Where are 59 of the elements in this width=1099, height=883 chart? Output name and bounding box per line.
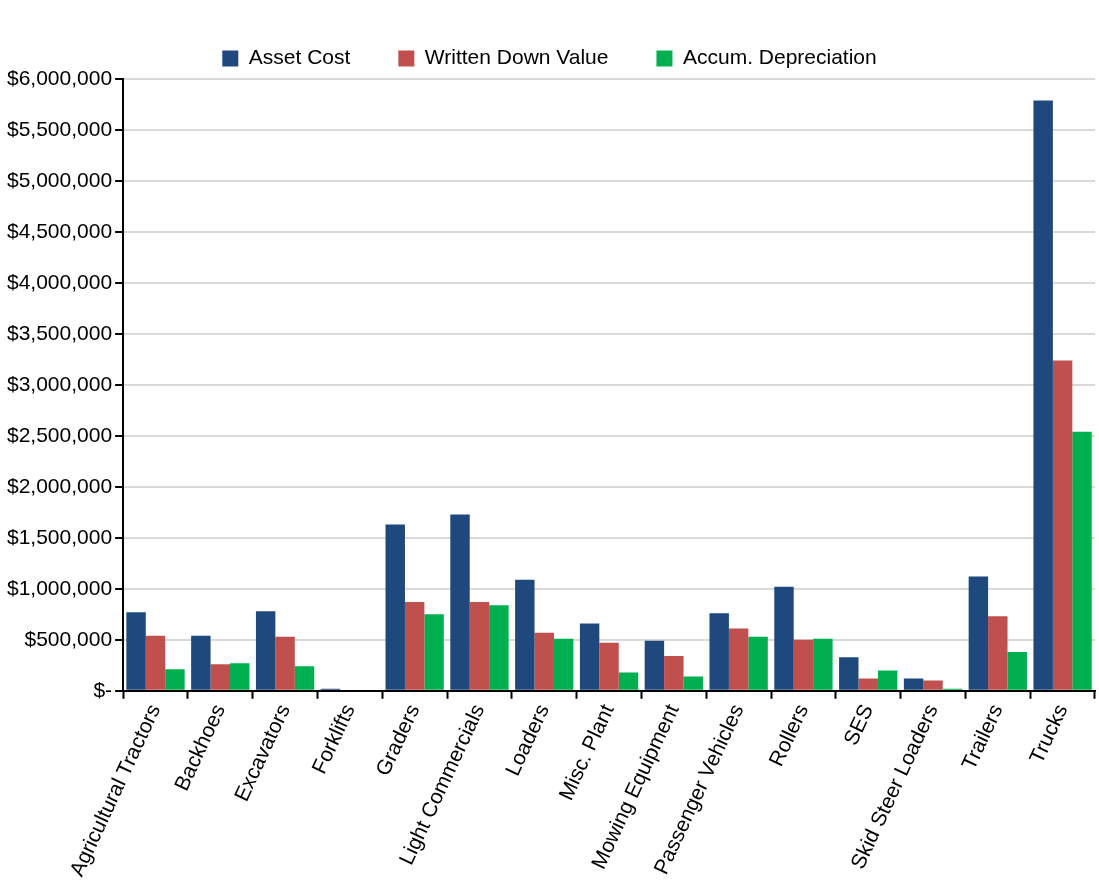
bar bbox=[683, 676, 703, 690]
bar bbox=[813, 638, 833, 690]
legend-label: Asset Cost bbox=[248, 45, 351, 69]
y-tick-label: $500,000 bbox=[24, 626, 113, 650]
bar bbox=[923, 680, 943, 690]
bar bbox=[145, 635, 166, 690]
bar bbox=[275, 636, 295, 690]
bar bbox=[748, 636, 768, 690]
y-tick-label: $2,000,000 bbox=[6, 473, 113, 497]
bar bbox=[534, 632, 554, 690]
bar bbox=[579, 623, 600, 690]
bar bbox=[450, 514, 470, 690]
bar bbox=[793, 639, 814, 690]
bar bbox=[839, 657, 859, 690]
y-tick-label: $- bbox=[93, 677, 113, 701]
y-tick-label: $6,000,000 bbox=[6, 65, 113, 89]
bar bbox=[1052, 360, 1073, 690]
bar bbox=[469, 602, 490, 690]
y-tick-label: $5,000,000 bbox=[6, 167, 113, 191]
bar bbox=[165, 669, 185, 690]
y-tick-label: $4,000,000 bbox=[6, 269, 113, 293]
bar bbox=[255, 611, 276, 690]
bar bbox=[728, 628, 749, 690]
bar bbox=[385, 524, 405, 690]
y-tick-label: $1,500,000 bbox=[6, 524, 113, 548]
y-tick-label: $4,500,000 bbox=[6, 218, 113, 242]
bar bbox=[424, 614, 444, 690]
y-tick-label: $1,000,000 bbox=[6, 575, 113, 599]
bar bbox=[988, 616, 1008, 690]
bar bbox=[1007, 652, 1027, 690]
bar bbox=[489, 605, 509, 690]
bar bbox=[644, 640, 665, 690]
bar bbox=[618, 672, 639, 690]
legend-label: Accum. Depreciation bbox=[682, 45, 877, 69]
bar bbox=[210, 664, 231, 690]
y-tick-label: $3,000,000 bbox=[6, 371, 113, 395]
bar bbox=[774, 586, 794, 690]
bar bbox=[404, 602, 425, 690]
y-tick-label: $5,500,000 bbox=[6, 116, 113, 140]
x-tick-label: Misc. Plant bbox=[553, 700, 618, 804]
bar bbox=[858, 678, 878, 690]
bar bbox=[599, 642, 619, 690]
bar bbox=[1033, 100, 1053, 690]
bar bbox=[664, 656, 684, 690]
bar bbox=[903, 678, 924, 690]
bar bbox=[709, 613, 729, 690]
legend-label: Written Down Value bbox=[424, 45, 609, 69]
bar bbox=[877, 670, 898, 690]
bar bbox=[294, 666, 315, 690]
bar bbox=[515, 579, 535, 690]
y-tick-label: $3,500,000 bbox=[6, 320, 113, 344]
bar bbox=[968, 576, 989, 690]
bar bbox=[553, 638, 574, 690]
bar bbox=[1072, 431, 1092, 690]
x-tick-label: SES bbox=[838, 700, 878, 749]
bar bbox=[230, 663, 250, 690]
bar bbox=[126, 612, 146, 690]
y-tick-label: $2,500,000 bbox=[6, 422, 113, 446]
bar bbox=[191, 635, 211, 690]
